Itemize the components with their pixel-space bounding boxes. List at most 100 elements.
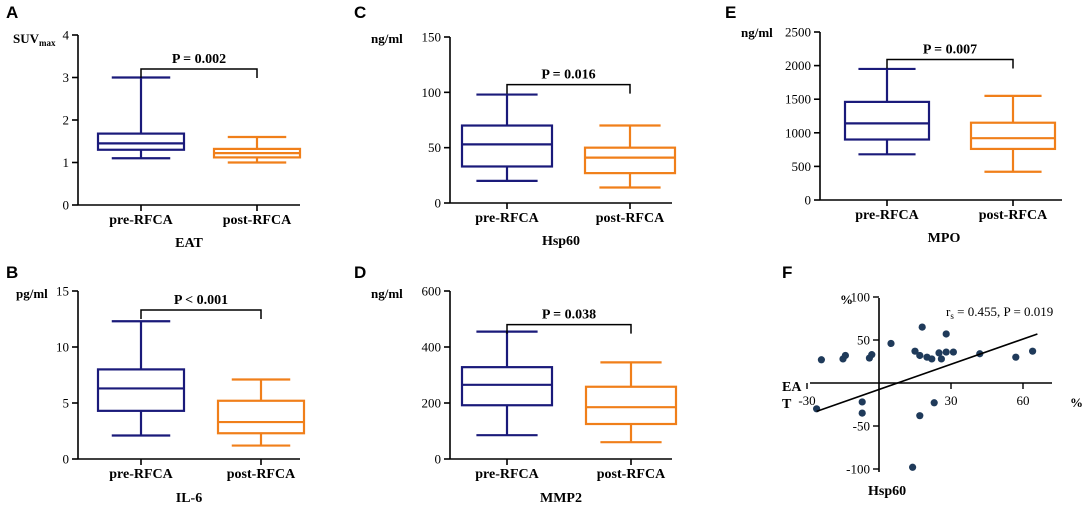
y-unit-label: ng/ml	[371, 31, 403, 46]
y-unit-label: ng/ml	[371, 286, 403, 301]
y-ticks: 0 50 100 150	[422, 30, 631, 211]
axis-ticks: -30 30 60 100 50 -50 -100	[798, 290, 1029, 477]
box-iqr	[843, 100, 931, 141]
x-unit-label: %	[1070, 395, 1083, 410]
box-plots	[460, 93, 677, 189]
scatter-point	[887, 339, 895, 348]
x-axis-title: IL-6	[176, 491, 202, 506]
category-label-post: post-RFCA	[227, 467, 296, 482]
significance-bracket	[506, 323, 632, 334]
y-ticks: 0 5 10 15	[56, 284, 262, 467]
box-pre	[460, 93, 554, 182]
bracket-line	[506, 83, 631, 94]
y-tick-label: 50	[428, 140, 441, 155]
box-pre	[843, 67, 931, 156]
x-axis-title: MPO	[928, 231, 961, 246]
box-iqr	[216, 399, 306, 435]
category-label-post: post-RFCA	[223, 213, 292, 228]
y-ticks: 0 1 2 3 4	[63, 28, 258, 213]
category-label-pre: pre-RFCA	[475, 467, 539, 482]
y-tick-label: 3	[63, 70, 70, 85]
scatter-point	[942, 330, 950, 338]
box-plots	[843, 67, 1057, 173]
y-tick-label: 600	[422, 284, 442, 299]
y-tick-label: 2500	[785, 25, 811, 40]
scatter-point	[916, 412, 924, 420]
category-label-pre: pre-RFCA	[109, 467, 173, 482]
y-ticks: 0 500 1000 1500 2000 2500	[785, 25, 1014, 208]
category-label-pre: pre-RFCA	[109, 213, 173, 228]
y-tick-label: 2000	[785, 58, 811, 73]
p-value: P < 0.001	[174, 293, 228, 308]
scatter-point	[928, 355, 936, 363]
category-label-post: post-RFCA	[597, 467, 666, 482]
category-label-post: post-RFCA	[979, 208, 1048, 223]
significance-bracket	[140, 68, 258, 78]
p-value: P = 0.016	[541, 68, 595, 83]
box-post	[584, 361, 678, 444]
x-axis-title-line1: EA	[782, 380, 802, 395]
x-axis-title: EAT	[175, 236, 203, 251]
y-tick-label: 0	[63, 198, 70, 213]
scatter-point	[930, 399, 938, 407]
x-axis-title: MMP2	[540, 491, 582, 506]
x-axis-title-line2: T	[782, 397, 792, 412]
box-post	[969, 94, 1057, 173]
scatter-point	[911, 347, 919, 355]
significance-bracket	[886, 58, 1014, 69]
y-tick-label: 200	[422, 396, 442, 411]
significance-bracket	[506, 83, 631, 94]
panel-c-hsp60: C ng/ml 0 50 100 150 P = 0.016 pre-RFCA pos…	[354, 3, 677, 249]
category-label-pre: pre-RFCA	[855, 208, 919, 223]
scatter-point	[841, 351, 850, 360]
panel-label: D	[354, 263, 366, 282]
p-value: P = 0.038	[542, 308, 596, 323]
scatter-point	[858, 398, 866, 406]
y-tick-label: 0	[805, 193, 812, 208]
bracket-line	[506, 323, 632, 334]
y-tick-label: 0	[435, 196, 442, 211]
y-tick-label: -50	[853, 419, 870, 434]
y-tick-label: 10	[56, 340, 69, 355]
scatter-point	[942, 348, 950, 356]
y-axis-title: Hsp60	[868, 484, 906, 499]
bracket-line	[140, 68, 258, 78]
scatter-point	[918, 323, 926, 331]
y-tick-label: 0	[435, 452, 442, 467]
box-plots	[460, 330, 678, 444]
box-iqr	[96, 132, 186, 151]
y-tick-label: 1	[63, 155, 70, 170]
scatter-point	[817, 356, 826, 364]
box-pre	[96, 320, 186, 437]
scatter-point	[1029, 347, 1037, 355]
x-tick-label: 60	[1017, 393, 1030, 408]
y-unit-label: pg/ml	[16, 286, 48, 301]
y-ticks: 0 200 400 600	[422, 284, 632, 467]
y-tick-label: 0	[63, 452, 70, 467]
bracket-line	[886, 58, 1014, 69]
box-iqr	[96, 368, 186, 412]
scatter-point	[868, 351, 876, 359]
scatter-point	[909, 463, 917, 471]
scatter-point	[935, 349, 943, 357]
y-tick-label: -100	[846, 462, 870, 477]
box-iqr	[460, 366, 554, 407]
correlation-annotation: rs = 0.455, P = 0.019	[946, 304, 1053, 321]
y-tick-label: 1000	[785, 125, 811, 140]
panel-label: C	[354, 3, 366, 22]
panel-f-scatter: F % % EA T Hsp60 rs = 0.455, P = 0.019 -…	[782, 263, 1083, 499]
scatter-point	[858, 409, 866, 417]
y-tick-label: 150	[422, 30, 442, 45]
box-plots	[96, 320, 306, 447]
p-value: P = 0.007	[923, 43, 977, 58]
y-tick-label: 4	[63, 28, 70, 43]
bracket-line	[140, 309, 262, 320]
panel-label: F	[782, 263, 792, 282]
y-tick-label: 400	[422, 340, 442, 355]
y-tick-label: 500	[792, 159, 812, 174]
scatter-point	[916, 351, 924, 360]
y-tick-label: 100	[851, 290, 871, 305]
regression-line-group	[816, 333, 1038, 413]
y-tick-label: 2	[63, 113, 70, 128]
